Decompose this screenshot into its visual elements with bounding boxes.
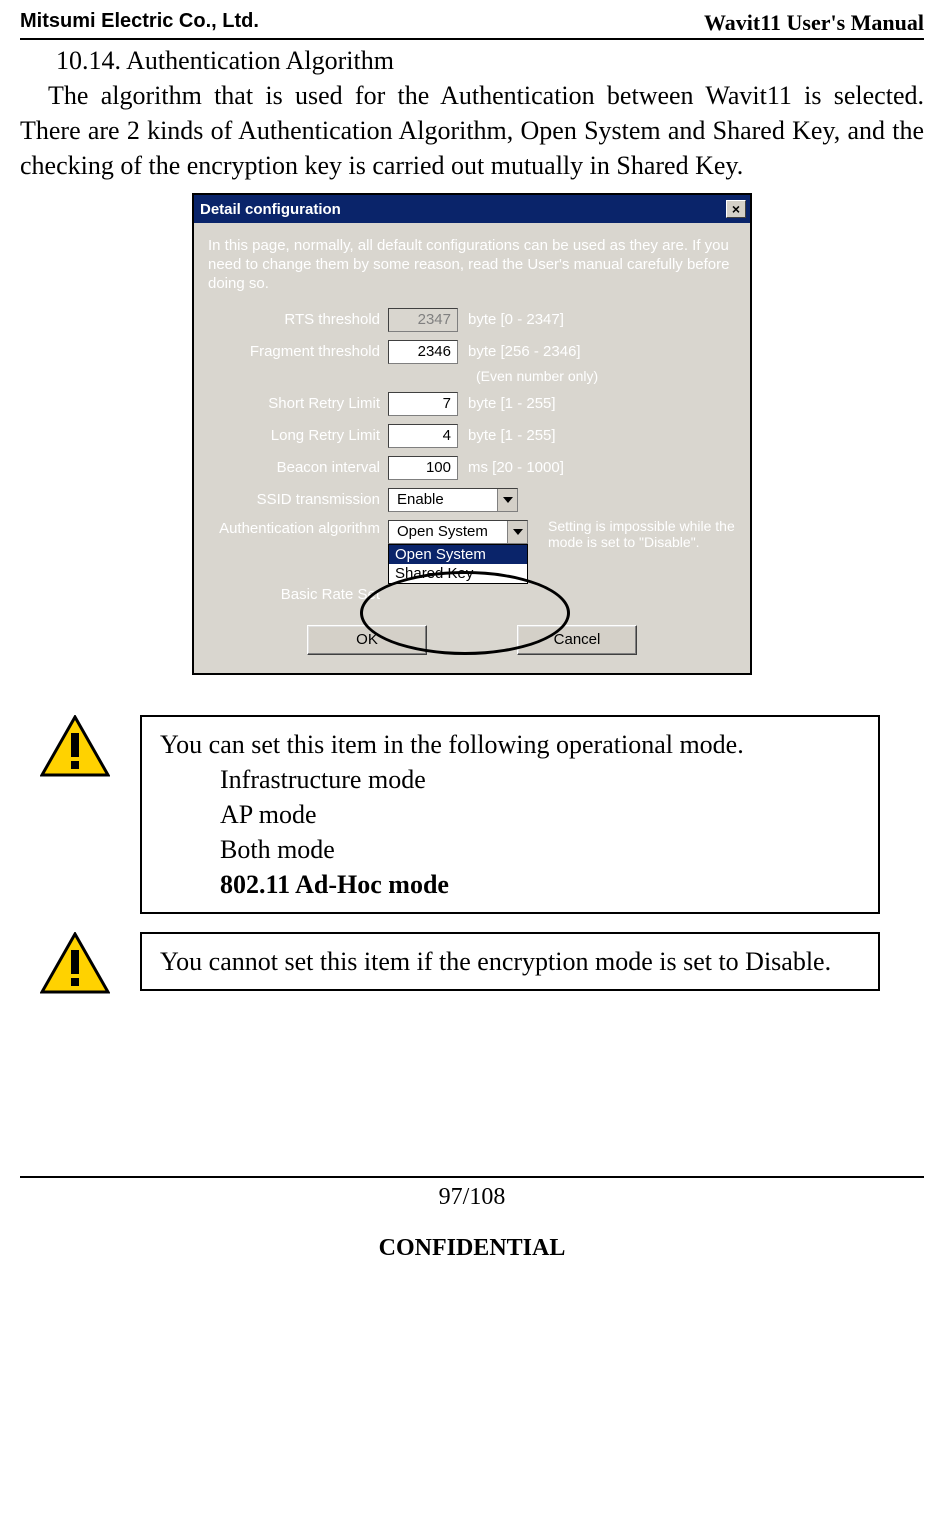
auth-option-shared-key[interactable]: Shared Key bbox=[389, 564, 527, 583]
rts-unit: byte [0 - 2347] bbox=[468, 311, 564, 328]
company-name: Mitsumi Electric Co., Ltd. bbox=[20, 10, 259, 36]
dialog-figure: Detail configuration × In this page, nor… bbox=[192, 193, 752, 674]
frag-note: (Even number only) bbox=[476, 368, 736, 384]
short-retry-unit: byte [1 - 255] bbox=[468, 395, 556, 412]
mode-ap: AP mode bbox=[220, 797, 860, 832]
basic-rate-row: Basic Rate Set bbox=[208, 586, 736, 603]
beacon-label: Beacon interval bbox=[208, 459, 388, 476]
short-retry-row: Short Retry Limit byte [1 - 255] bbox=[208, 392, 736, 416]
close-icon[interactable]: × bbox=[726, 200, 746, 218]
note1-intro: You can set this item in the following o… bbox=[160, 727, 860, 762]
page-number: 97/108 bbox=[20, 1176, 924, 1211]
dialog-titlebar: Detail configuration × bbox=[194, 195, 750, 223]
warning-icon bbox=[40, 715, 110, 779]
rts-label: RTS threshold bbox=[208, 311, 388, 328]
confidential-label: CONFIDENTIAL bbox=[20, 1235, 924, 1262]
note-box-disable: You cannot set this item if the encrypti… bbox=[140, 932, 880, 991]
note-row-2: You cannot set this item if the encrypti… bbox=[40, 932, 924, 996]
long-retry-row: Long Retry Limit byte [1 - 255] bbox=[208, 424, 736, 448]
detail-config-dialog: Detail configuration × In this page, nor… bbox=[192, 193, 752, 674]
chevron-down-icon[interactable] bbox=[507, 521, 527, 543]
doc-title: Wavit11 User's Manual bbox=[704, 10, 924, 36]
frag-input[interactable] bbox=[388, 340, 458, 364]
ssid-label: SSID transmission bbox=[208, 491, 388, 508]
dialog-intro-text: In this page, normally, all default conf… bbox=[208, 237, 736, 293]
beacon-unit: ms [20 - 1000] bbox=[468, 459, 564, 476]
basic-rate-label: Basic Rate Set bbox=[208, 586, 388, 603]
auth-select[interactable]: Open System bbox=[388, 520, 528, 544]
frag-label: Fragment threshold bbox=[208, 343, 388, 360]
ssid-row: SSID transmission Enable bbox=[208, 488, 736, 512]
short-retry-input[interactable] bbox=[388, 392, 458, 416]
page-header: Mitsumi Electric Co., Ltd. Wavit11 User'… bbox=[20, 10, 924, 40]
ok-button[interactable]: OK bbox=[307, 625, 427, 655]
ssid-select[interactable]: Enable bbox=[388, 488, 518, 512]
auth-value: Open System bbox=[389, 523, 507, 540]
auth-area: Authentication algorithm Open System Ope… bbox=[208, 520, 736, 544]
section-paragraph: The algorithm that is used for the Authe… bbox=[20, 78, 924, 183]
auth-dropdown-list[interactable]: Open System Shared Key bbox=[388, 544, 528, 584]
auth-option-open-system[interactable]: Open System bbox=[389, 545, 527, 564]
note-row-1: You can set this item in the following o… bbox=[40, 715, 924, 914]
short-retry-label: Short Retry Limit bbox=[208, 395, 388, 412]
beacon-row: Beacon interval ms [20 - 1000] bbox=[208, 456, 736, 480]
chevron-down-icon[interactable] bbox=[497, 489, 517, 511]
frag-unit: byte [256 - 2346] bbox=[468, 343, 581, 360]
rts-input bbox=[388, 308, 458, 332]
mode-adhoc: 802.11 Ad-Hoc mode bbox=[220, 867, 860, 902]
rts-row: RTS threshold byte [0 - 2347] bbox=[208, 308, 736, 332]
mode-infrastructure: Infrastructure mode bbox=[220, 762, 860, 797]
dialog-title: Detail configuration bbox=[200, 201, 341, 218]
long-retry-label: Long Retry Limit bbox=[208, 427, 388, 444]
frag-row: Fragment threshold byte [256 - 2346] bbox=[208, 340, 736, 364]
auth-label: Authentication algorithm bbox=[208, 520, 388, 538]
warning-icon bbox=[40, 932, 110, 996]
page-footer: 97/108 CONFIDENTIAL bbox=[20, 1176, 924, 1262]
mode-both: Both mode bbox=[220, 832, 860, 867]
long-retry-input[interactable] bbox=[388, 424, 458, 448]
section-heading: 10.14. Authentication Algorithm bbox=[56, 46, 924, 76]
beacon-input[interactable] bbox=[388, 456, 458, 480]
note-box-modes: You can set this item in the following o… bbox=[140, 715, 880, 914]
ssid-value: Enable bbox=[389, 491, 497, 508]
cancel-button[interactable]: Cancel bbox=[517, 625, 637, 655]
long-retry-unit: byte [1 - 255] bbox=[468, 427, 556, 444]
paragraph-text: The algorithm that is used for the Authe… bbox=[20, 81, 924, 180]
auth-side-note: Setting is impossible while the mode is … bbox=[548, 518, 738, 552]
